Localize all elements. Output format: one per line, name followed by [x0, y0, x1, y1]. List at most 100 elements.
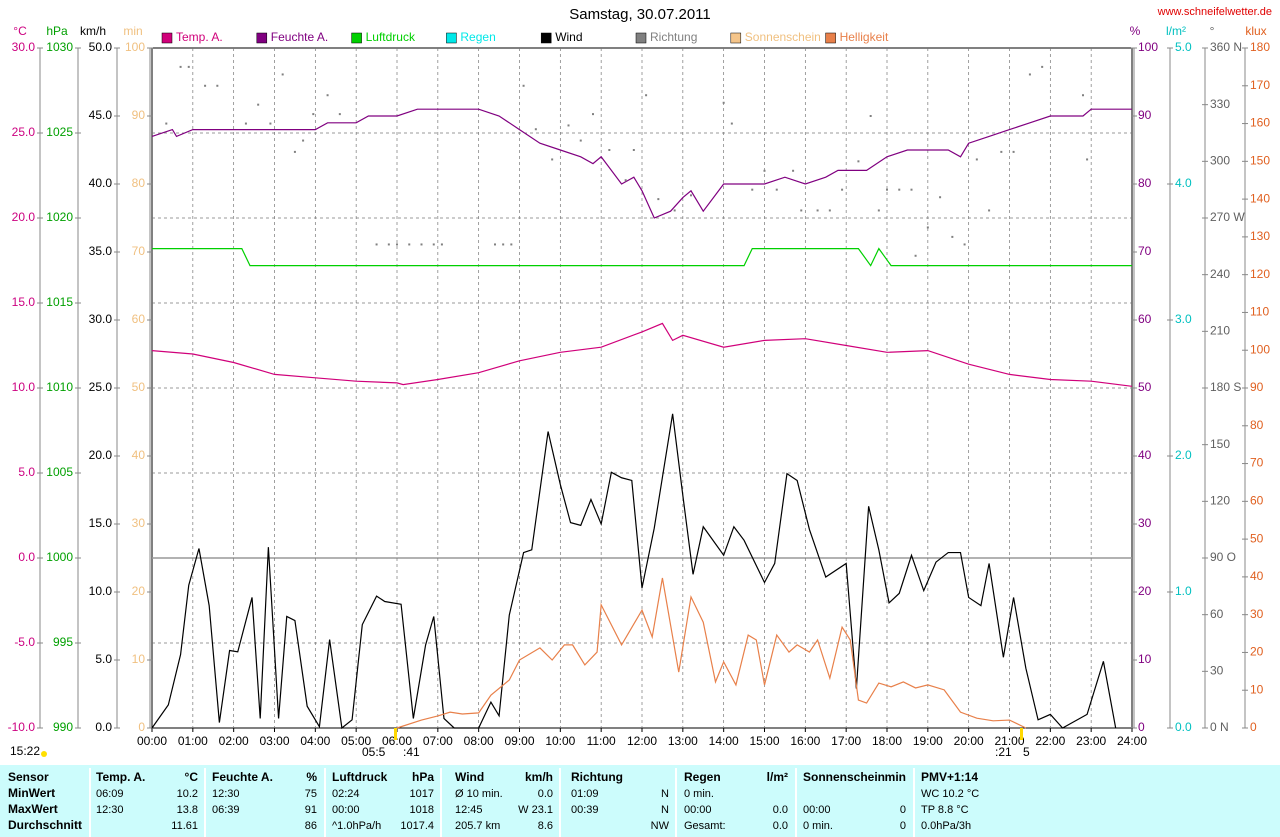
legend-swatch — [730, 32, 742, 44]
y-tick-label: 45.0 — [89, 108, 113, 122]
y-tick-label: 15.0 — [89, 516, 113, 530]
table-cell: min — [885, 770, 906, 784]
x-tick-label: 14:00 — [709, 734, 739, 748]
x-tick-label: 11:00 — [587, 734, 616, 748]
y-tick-label: 0.0 — [1175, 720, 1192, 734]
y-tick-label: 15.0 — [12, 295, 36, 309]
y-tick-label: 210 — [1210, 324, 1230, 338]
table-cell: l/m² — [767, 770, 788, 784]
y-tick-label: 1005 — [46, 465, 73, 479]
y-tick-label: 1015 — [46, 295, 73, 309]
direction-dot — [886, 188, 888, 191]
direction-dot — [914, 254, 917, 257]
direction-dot — [216, 84, 219, 87]
direction-dot — [179, 65, 182, 68]
direction-dot — [375, 243, 378, 246]
sunset-marker — [1020, 728, 1023, 740]
y-tick-label: 10.0 — [12, 380, 36, 394]
direction-dot — [396, 243, 398, 246]
y-tick-label: 100 — [1138, 40, 1158, 54]
direction-dot — [963, 243, 966, 246]
axis-unit: °C — [13, 24, 27, 38]
y-tick-label: 0.0 — [95, 720, 112, 734]
table-cell: 0 min. — [803, 820, 833, 832]
axis-unit: km/h — [80, 24, 106, 38]
legend-swatch — [540, 32, 552, 44]
direction-dot — [632, 149, 635, 151]
direction-dot — [165, 122, 168, 125]
x-tick-label: 01:00 — [178, 734, 208, 748]
y-tick-label: 360 N — [1210, 40, 1242, 54]
table-cell: 06:39 — [212, 804, 240, 816]
x-tick-label: 15:00 — [749, 734, 779, 748]
direction-dot — [269, 122, 272, 125]
y-tick-label: 25.0 — [89, 380, 113, 394]
legend-label: Regen — [460, 30, 495, 44]
table-cell: ^1.0hPa/h — [332, 820, 381, 832]
y-tick-label: 5.0 — [18, 465, 35, 479]
table-cell: 01:09 — [571, 788, 599, 800]
direction-dot — [800, 209, 803, 212]
table-cell: 06:09 — [96, 788, 124, 800]
legend-label: Sonnenschein — [745, 30, 821, 44]
x-tick-label: 12:00 — [627, 734, 657, 748]
y-tick-label: 110 — [1250, 305, 1269, 319]
table-cell: 00:00 — [332, 804, 360, 816]
y-tick-label: 120 — [1210, 494, 1230, 508]
axis-unit: hPa — [46, 24, 68, 38]
direction-dot — [338, 113, 341, 116]
table-cell: N — [661, 804, 669, 816]
table-cell: 1018 — [410, 804, 434, 816]
y-tick-label: -5.0 — [14, 635, 35, 649]
legend-label: Richtung — [650, 30, 697, 44]
y-tick-label: 90 — [1250, 380, 1264, 394]
direction-dot — [926, 226, 929, 229]
table-cell: 12:30 — [212, 788, 240, 800]
annotation: 05:5 — [362, 745, 386, 759]
table-cell: hPa — [412, 770, 434, 784]
y-tick-label: 90 — [1138, 108, 1152, 122]
direction-dot — [551, 158, 554, 161]
y-tick-label: 300 — [1210, 154, 1230, 168]
y-tick-label: 150 — [1250, 154, 1270, 168]
table-cell: Gesamt: — [684, 820, 726, 832]
y-tick-label: 160 — [1250, 116, 1270, 130]
table-cell: 02:24 — [332, 788, 360, 800]
direction-dot — [592, 113, 594, 116]
x-tick-label: 13:00 — [668, 734, 698, 748]
y-tick-label: 25.0 — [12, 125, 36, 139]
y-tick-label: 80 — [132, 176, 146, 190]
y-tick-label: 1000 — [46, 550, 73, 564]
direction-dot — [420, 243, 423, 246]
y-tick-label: 240 — [1210, 267, 1230, 281]
direction-dot — [877, 209, 880, 212]
direction-dot — [645, 94, 648, 97]
y-tick-label: 90 O — [1210, 550, 1236, 564]
table-cell: 8.6 — [538, 820, 553, 832]
direction-dot — [502, 243, 505, 246]
direction-dot — [1000, 150, 1003, 153]
table-cell: 91 — [305, 804, 317, 816]
direction-dot — [187, 65, 190, 68]
series-line — [152, 247, 1132, 267]
table-cell: 0.0hPa/3h — [921, 820, 971, 832]
direction-dot — [510, 243, 513, 246]
direction-dot — [534, 128, 537, 131]
y-tick-label: -10.0 — [8, 720, 36, 734]
x-tick-label: 06:00 — [382, 734, 412, 748]
direction-dot — [730, 122, 733, 125]
table-cell: 10.2 — [177, 788, 198, 800]
table-cell: 0.0 — [773, 820, 788, 832]
direction-dot — [857, 160, 860, 163]
x-tick-label: 21:00 — [994, 734, 1024, 748]
sunrise-marker — [394, 728, 397, 740]
y-tick-label: 0 — [1250, 720, 1257, 734]
y-tick-label: 10 — [1138, 652, 1152, 666]
y-tick-label: 5.0 — [1175, 40, 1192, 54]
y-tick-label: 130 — [1250, 229, 1270, 243]
table-cell: 1017.4 — [400, 820, 434, 832]
legend-swatch — [161, 32, 173, 44]
y-tick-label: 0.0 — [18, 550, 35, 564]
direction-dot — [244, 122, 247, 125]
y-tick-label: 70 — [1250, 456, 1264, 470]
